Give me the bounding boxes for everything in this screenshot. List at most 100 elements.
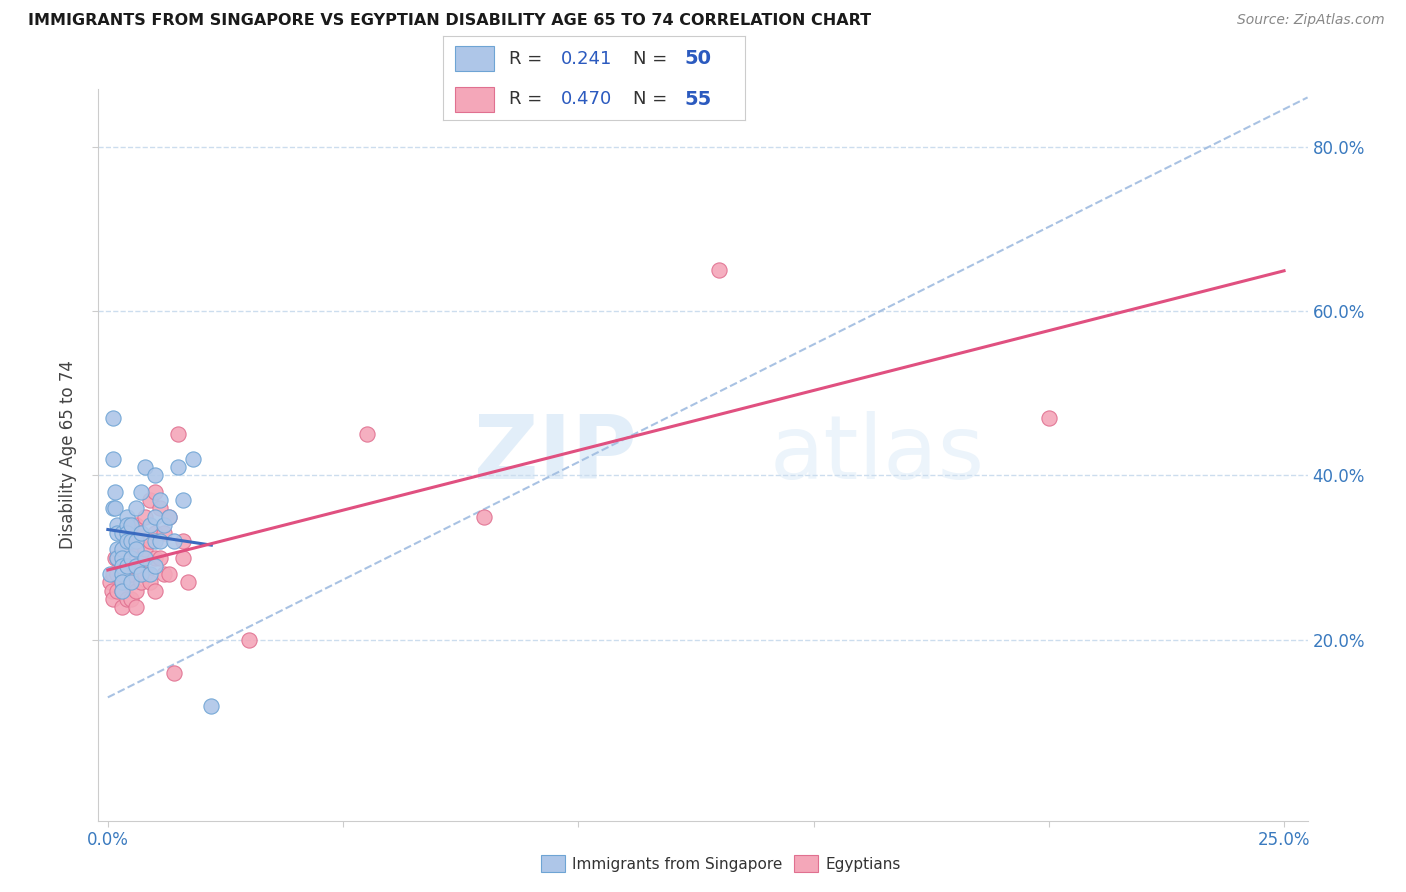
- Point: [139, 493, 162, 508]
- Point: [153, 517, 176, 532]
- Point: [125, 558, 148, 573]
- Point: [129, 526, 152, 541]
- Text: Egyptians: Egyptians: [825, 857, 901, 871]
- Point: [100, 583, 122, 598]
- Point: [134, 550, 156, 565]
- Text: Source: ZipAtlas.com: Source: ZipAtlas.com: [1237, 13, 1385, 28]
- Point: [153, 526, 176, 541]
- Point: [149, 550, 172, 565]
- Point: [149, 534, 172, 549]
- Point: [181, 452, 204, 467]
- Point: [101, 411, 124, 425]
- Point: [115, 534, 138, 549]
- Y-axis label: Disability Age 65 to 74: Disability Age 65 to 74: [59, 360, 77, 549]
- Point: [149, 501, 172, 516]
- Point: [157, 509, 180, 524]
- Point: [139, 567, 162, 582]
- Point: [101, 501, 124, 516]
- Point: [125, 558, 148, 573]
- Point: [105, 550, 128, 565]
- Point: [134, 567, 156, 582]
- Point: [105, 567, 128, 582]
- Point: [111, 599, 134, 614]
- Point: [115, 558, 138, 573]
- Point: [172, 493, 194, 508]
- Text: 55: 55: [685, 90, 711, 109]
- Text: atlas: atlas: [769, 411, 984, 499]
- Point: [143, 534, 166, 549]
- Point: [111, 542, 134, 557]
- Point: [149, 493, 172, 508]
- Point: [172, 550, 194, 565]
- Point: [115, 517, 138, 532]
- FancyBboxPatch shape: [456, 87, 495, 112]
- Point: [111, 526, 134, 541]
- Point: [163, 665, 186, 680]
- Point: [111, 558, 134, 573]
- Point: [105, 526, 128, 541]
- Text: 50: 50: [685, 49, 711, 68]
- Point: [105, 550, 128, 565]
- Point: [125, 534, 148, 549]
- Text: R =: R =: [509, 90, 548, 108]
- Text: 0.470: 0.470: [561, 90, 612, 108]
- Point: [139, 575, 162, 590]
- Point: [115, 534, 138, 549]
- Point: [143, 583, 166, 598]
- Point: [111, 567, 134, 582]
- Point: [177, 575, 200, 590]
- Point: [111, 575, 134, 590]
- Point: [139, 517, 162, 532]
- Point: [98, 567, 121, 582]
- Point: [105, 583, 128, 598]
- Point: [125, 599, 148, 614]
- Text: N =: N =: [633, 50, 673, 68]
- Point: [709, 263, 731, 277]
- Point: [134, 509, 156, 524]
- Point: [104, 550, 127, 565]
- Point: [125, 501, 148, 516]
- Point: [120, 534, 142, 549]
- Point: [143, 484, 166, 499]
- Point: [157, 567, 180, 582]
- Point: [111, 583, 134, 598]
- Point: [129, 567, 152, 582]
- Point: [134, 542, 156, 557]
- Point: [105, 542, 128, 557]
- Point: [143, 550, 166, 565]
- Point: [120, 542, 142, 557]
- Point: [120, 517, 142, 532]
- Point: [104, 484, 127, 499]
- Point: [98, 575, 121, 590]
- Point: [129, 526, 152, 541]
- Text: Immigrants from Singapore: Immigrants from Singapore: [572, 857, 783, 871]
- Point: [125, 542, 148, 557]
- Text: IMMIGRANTS FROM SINGAPORE VS EGYPTIAN DISABILITY AGE 65 TO 74 CORRELATION CHART: IMMIGRANTS FROM SINGAPORE VS EGYPTIAN DI…: [28, 13, 872, 29]
- Point: [115, 509, 138, 524]
- Point: [111, 558, 134, 573]
- Point: [120, 567, 142, 582]
- Point: [163, 534, 186, 549]
- Point: [172, 534, 194, 549]
- Point: [200, 698, 222, 713]
- Point: [134, 460, 156, 475]
- Point: [104, 501, 127, 516]
- Point: [143, 526, 166, 541]
- Point: [120, 517, 142, 532]
- Text: N =: N =: [633, 90, 673, 108]
- Point: [120, 591, 142, 606]
- FancyBboxPatch shape: [456, 45, 495, 71]
- Point: [139, 534, 162, 549]
- Point: [143, 509, 166, 524]
- Point: [356, 427, 378, 442]
- Point: [1038, 411, 1060, 425]
- Point: [143, 468, 166, 483]
- Text: ZIP: ZIP: [474, 411, 637, 499]
- Point: [472, 509, 495, 524]
- Point: [129, 575, 152, 590]
- Point: [129, 550, 152, 565]
- Point: [115, 558, 138, 573]
- Point: [111, 583, 134, 598]
- Point: [167, 427, 190, 442]
- Point: [115, 591, 138, 606]
